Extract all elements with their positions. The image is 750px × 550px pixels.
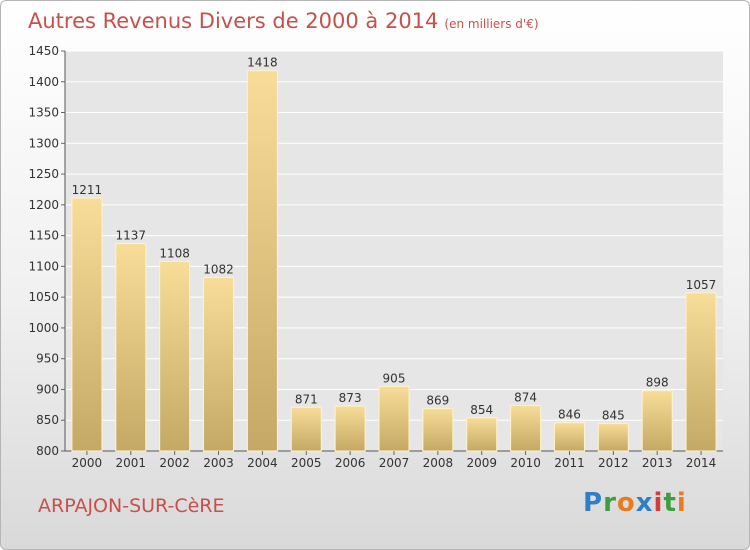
y-tick-label: 1100 [28,259,59,273]
bar-2007 [378,385,410,452]
bar-value-label: 905 [383,371,406,385]
proxiti-logo: Proxiti [583,488,687,518]
y-tick-label: 950 [36,352,59,366]
x-tick-label: 2014 [686,456,717,470]
bar-value-label: 1108 [159,246,190,260]
bar-2003 [203,276,235,452]
bar-2001 [115,243,147,452]
x-tick-label: 2000 [72,456,103,470]
chart-title-text: Autres Revenus Divers de 2000 à 2014 [28,9,439,33]
bar-value-label: 871 [295,392,318,406]
x-tick-label: 2004 [247,456,278,470]
x-tick-label: 2009 [466,456,497,470]
y-tick-label: 1450 [28,44,59,58]
bar-value-label: 1057 [686,278,717,292]
bar-2005 [290,406,322,452]
bar-2013 [641,390,673,452]
bar-value-label: 854 [470,403,493,417]
y-tick-label: 1000 [28,321,59,335]
bar-value-label: 1418 [247,56,278,70]
bar-value-label: 1082 [203,262,234,276]
bar-value-label: 874 [514,390,537,404]
chart-unit: (en milliers d'€) [444,17,539,31]
bar-value-label: 1211 [72,183,103,197]
x-tick-label: 2003 [203,456,234,470]
bar-2008 [422,408,454,452]
bar-2006 [334,405,366,452]
y-tick-label: 1400 [28,75,59,89]
bar-2000 [71,197,103,452]
bar-2009 [466,417,498,452]
y-tick-label: 1300 [28,136,59,150]
y-tick-label: 1200 [28,198,59,212]
x-tick-label: 2008 [423,456,454,470]
bar-2004 [246,70,278,452]
y-tick-label: 1050 [28,290,59,304]
y-tick-label: 850 [36,413,59,427]
bar-2012 [597,422,629,452]
chart-title: Autres Revenus Divers de 2000 à 2014 (en … [28,9,539,33]
bar-value-label: 873 [339,391,362,405]
y-tick-label: 1250 [28,167,59,181]
bar-value-label: 1137 [116,229,147,243]
bar-value-label: 845 [602,408,625,422]
city-name: ARPAJON-SUR-CèRE [38,495,225,517]
y-tick-label: 1150 [28,229,59,243]
x-tick-label: 2007 [379,456,410,470]
x-tick-label: 2010 [510,456,541,470]
bar-2010 [510,404,542,452]
bar-value-label: 846 [558,408,581,422]
bar-value-label: 869 [426,394,449,408]
y-tick-label: 800 [36,444,59,458]
x-tick-label: 2002 [159,456,190,470]
bar-value-label: 898 [646,376,669,390]
x-tick-label: 2001 [116,456,147,470]
x-tick-label: 2012 [598,456,629,470]
x-tick-label: 2005 [291,456,322,470]
bar-2011 [553,422,585,452]
x-tick-label: 2006 [335,456,366,470]
x-tick-label: 2011 [554,456,585,470]
bar-2014 [685,292,717,452]
bar-2002 [159,260,191,452]
y-tick-label: 900 [36,382,59,396]
y-tick-label: 1350 [28,106,59,120]
x-tick-label: 2013 [642,456,673,470]
